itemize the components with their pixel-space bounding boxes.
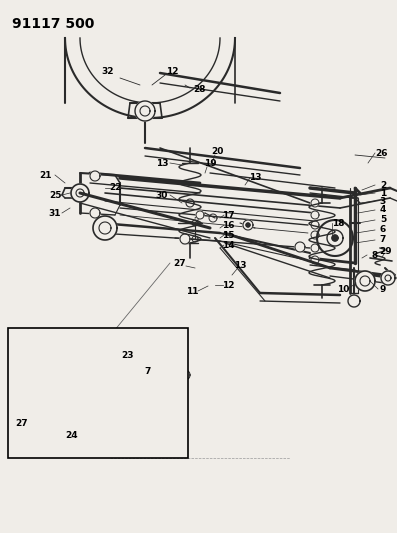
Text: 28: 28 [194, 85, 206, 94]
Text: 27: 27 [174, 259, 186, 268]
Text: 16: 16 [222, 221, 234, 230]
Polygon shape [332, 235, 338, 241]
Text: 20: 20 [211, 147, 223, 156]
Polygon shape [381, 271, 395, 285]
Polygon shape [180, 370, 190, 380]
Text: 18: 18 [332, 219, 344, 228]
Polygon shape [311, 231, 319, 239]
Polygon shape [311, 256, 319, 264]
Text: 7: 7 [380, 236, 386, 245]
Text: 14: 14 [222, 240, 234, 249]
Polygon shape [348, 295, 360, 307]
Polygon shape [196, 211, 204, 219]
Polygon shape [311, 199, 319, 207]
Polygon shape [93, 216, 117, 240]
Text: 8: 8 [372, 251, 378, 260]
Text: 13: 13 [156, 158, 168, 167]
Text: 91117 500: 91117 500 [12, 17, 94, 31]
Text: 11: 11 [186, 287, 198, 295]
Text: 12: 12 [222, 280, 234, 289]
Text: 27: 27 [16, 418, 28, 427]
Text: 15: 15 [222, 230, 234, 239]
Polygon shape [295, 242, 305, 252]
Polygon shape [311, 211, 319, 219]
Polygon shape [35, 406, 49, 420]
Text: 26: 26 [376, 149, 388, 157]
Text: 12: 12 [166, 67, 178, 76]
Polygon shape [90, 208, 100, 218]
Polygon shape [355, 271, 375, 291]
Polygon shape [246, 223, 250, 227]
Polygon shape [243, 220, 253, 230]
Text: 29: 29 [380, 246, 392, 255]
Polygon shape [180, 234, 190, 244]
Polygon shape [90, 171, 100, 181]
Text: 23: 23 [122, 351, 134, 359]
Text: 31: 31 [49, 208, 61, 217]
Polygon shape [39, 410, 45, 416]
Polygon shape [311, 221, 319, 229]
Polygon shape [311, 244, 319, 252]
Text: 1: 1 [380, 189, 386, 198]
Text: 13: 13 [249, 174, 261, 182]
Text: 32: 32 [102, 67, 114, 76]
Text: 3: 3 [380, 197, 386, 206]
Polygon shape [317, 220, 353, 256]
Text: 9: 9 [380, 285, 386, 294]
Text: 13: 13 [234, 261, 246, 270]
Text: 24: 24 [66, 432, 78, 440]
Text: 30: 30 [156, 190, 168, 199]
Polygon shape [39, 345, 45, 351]
Polygon shape [135, 101, 155, 121]
Text: 25: 25 [49, 190, 61, 199]
Polygon shape [186, 199, 194, 207]
Text: 2: 2 [380, 181, 386, 190]
Polygon shape [71, 184, 89, 202]
Text: 22: 22 [109, 183, 121, 192]
Text: 6: 6 [380, 225, 386, 235]
Bar [8, 328, 188, 458]
Polygon shape [35, 341, 49, 355]
Text: 19: 19 [204, 158, 216, 167]
Text: 7: 7 [145, 367, 151, 376]
Text: 21: 21 [40, 171, 52, 180]
Text: 5: 5 [380, 215, 386, 224]
Text: 4: 4 [380, 206, 386, 214]
Text: 10: 10 [337, 285, 349, 294]
Text: 17: 17 [222, 211, 234, 220]
